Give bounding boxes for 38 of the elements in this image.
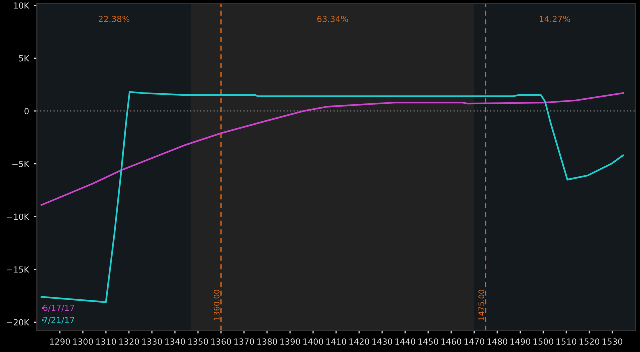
band-label: 22.38%	[98, 16, 130, 22]
x-tick-label: 1410	[326, 338, 346, 345]
x-tick-label: 1320	[119, 338, 140, 345]
x-tick-label: 1510	[556, 338, 577, 345]
x-tick-label: 1390	[280, 338, 300, 345]
x-tick-label: 1400	[304, 338, 324, 345]
x-tick-label: 1310	[96, 338, 116, 345]
y-tick-label: 0	[24, 108, 29, 115]
x-tick-label: 1420	[350, 338, 370, 345]
x-tick-label: 1350	[188, 338, 208, 345]
band-label: 14.27%	[540, 16, 570, 22]
x-tick-label: 1300	[73, 338, 94, 345]
y-tick-label: −15K	[7, 266, 30, 273]
y-tick-label: −20K	[7, 319, 30, 326]
x-tick-label: 1480	[488, 338, 508, 345]
x-tick-label: 1430	[372, 338, 392, 345]
x-tick-label: 1360	[212, 338, 232, 345]
x-tick-label: 1440	[396, 338, 416, 345]
x-tick-label: 1500	[534, 338, 554, 345]
y-tick-label: 5K	[19, 56, 30, 62]
x-tick-label: 1490	[510, 338, 530, 345]
legend-label: 6/17/17	[44, 304, 74, 312]
x-tick-label: 1520	[580, 338, 600, 345]
y-tick-label: −10K	[7, 214, 30, 220]
x-tick-label: 1460	[442, 338, 462, 345]
x-tick-label: 1290	[50, 338, 70, 345]
x-tick-label: 1470	[464, 338, 484, 345]
legend-label: 7/21/17	[44, 317, 74, 324]
x-tick-label: 1370	[234, 338, 254, 345]
line-series	[40, 92, 624, 206]
band-label: 63.34%	[318, 16, 348, 22]
y-tick-label: 10K	[14, 2, 30, 9]
x-tick-label: 1330	[142, 338, 162, 345]
y-tick-label: −5K	[12, 161, 30, 168]
x-tick-label: 1340	[166, 338, 186, 345]
x-tick-label: 1380	[258, 338, 278, 345]
x-tick-label: 1530	[602, 338, 623, 345]
x-tick-label: 1450	[418, 338, 438, 345]
